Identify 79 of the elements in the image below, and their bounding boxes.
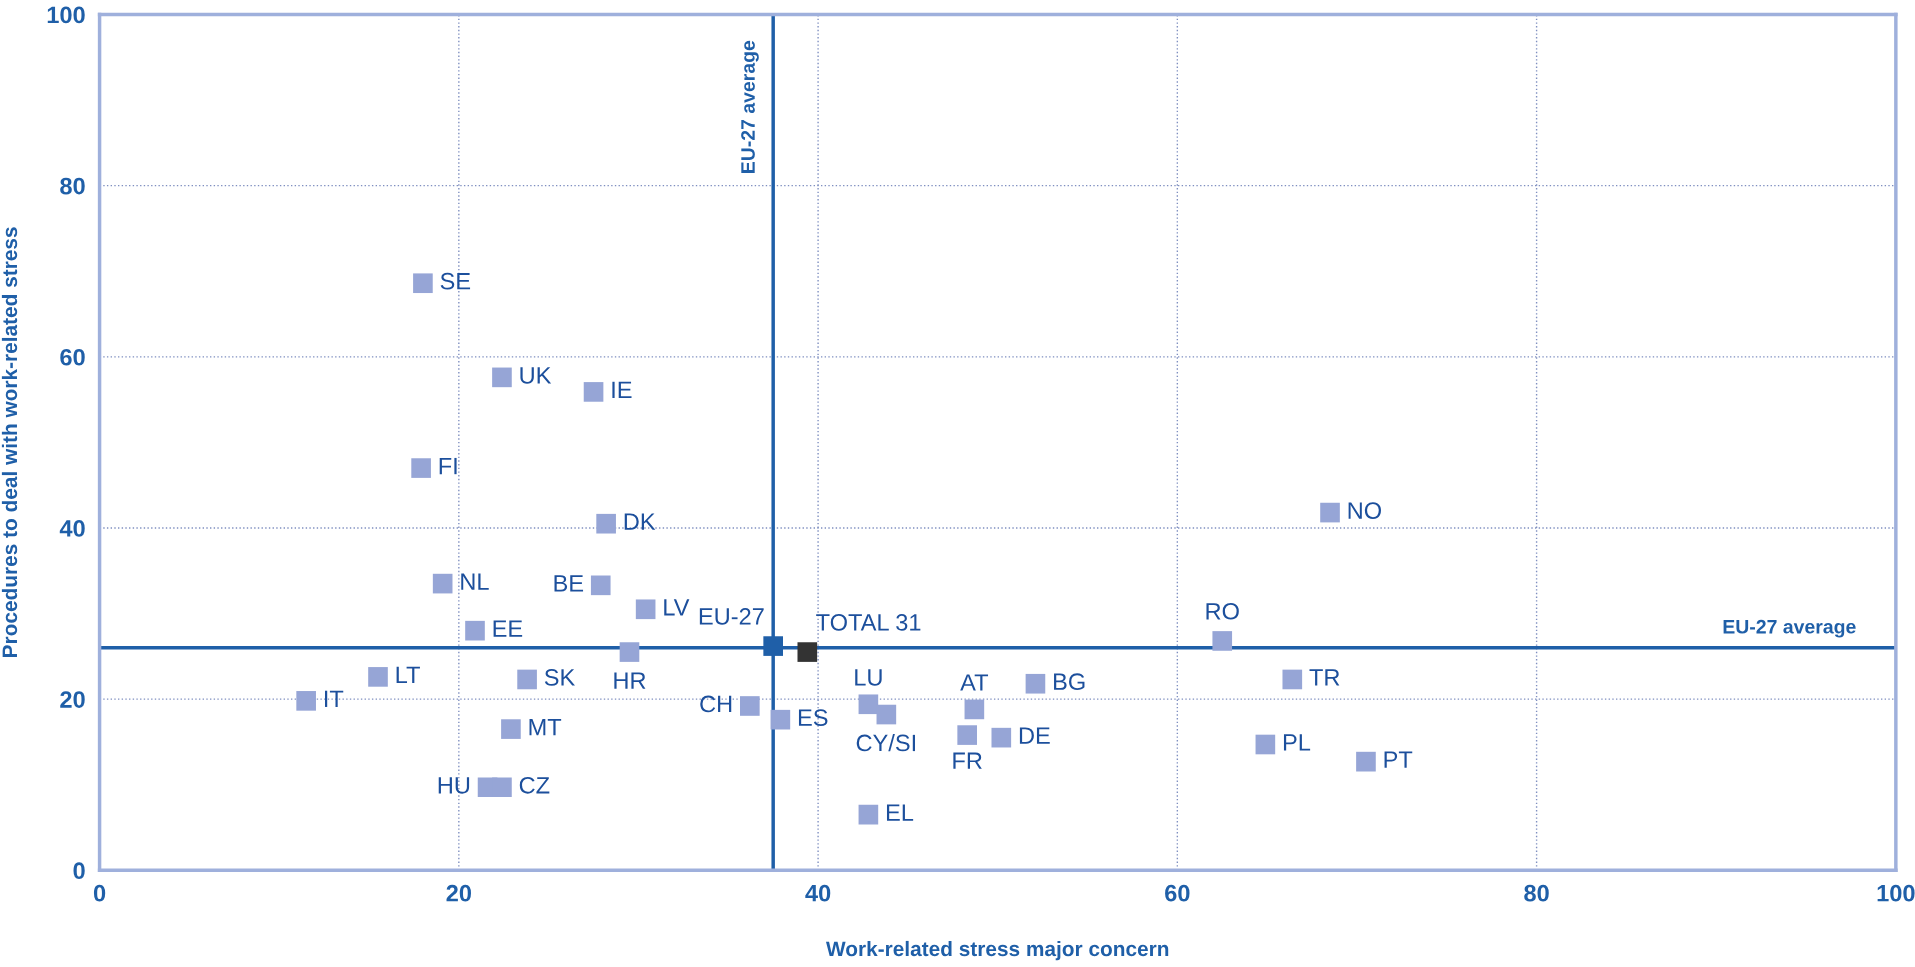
x-tick-label: 0: [93, 884, 106, 902]
x-tick-label: 80: [1524, 884, 1549, 902]
y-tick-label: 80: [60, 177, 85, 195]
point: [465, 620, 485, 641]
point: [770, 709, 791, 730]
point: [590, 575, 611, 596]
annotation: CY/SI: [856, 733, 915, 752]
point: [432, 573, 453, 594]
x-tick-label: 60: [1165, 884, 1190, 902]
x-tick-label: 100: [1877, 884, 1915, 902]
point: [1356, 751, 1376, 772]
annotation: RO: [1206, 602, 1239, 620]
annotation: MT: [529, 718, 562, 736]
x-tick-label: 20: [446, 884, 471, 902]
annotation: NO: [1348, 502, 1381, 519]
point: [411, 458, 431, 478]
point: [492, 777, 512, 798]
point: [858, 804, 879, 825]
annotation: BE: [554, 575, 584, 592]
point: [1255, 734, 1276, 755]
annotation: IT: [325, 690, 344, 707]
point: [368, 667, 388, 687]
annotation: EE: [493, 620, 523, 637]
annotation: AT: [960, 674, 989, 691]
annotation: PL: [1283, 734, 1311, 751]
point: [1025, 673, 1046, 694]
ref-line-label: EU-27 average: [1723, 619, 1856, 638]
annotation: TR: [1309, 669, 1340, 686]
point: [635, 599, 656, 620]
point: [740, 696, 760, 716]
ref-line-label: EU-27 average: [741, 40, 759, 173]
point: [1282, 669, 1303, 690]
annotation: HU: [438, 777, 470, 794]
y-tick-label: 100: [47, 6, 85, 24]
x-tick-label: 40: [805, 884, 831, 902]
point: [797, 642, 818, 662]
annotation: IE: [612, 381, 632, 399]
y-tick-label: 40: [59, 520, 85, 537]
point: [1212, 631, 1233, 651]
annotation: ES: [798, 709, 828, 727]
annotation: HR: [614, 672, 646, 689]
annotation: LV: [664, 599, 690, 616]
annotation: DK: [624, 513, 656, 530]
point: [492, 367, 512, 388]
annotation: LU: [855, 669, 882, 686]
point: [501, 719, 521, 739]
point: [763, 636, 783, 656]
point: [296, 691, 316, 711]
annotation: CZ: [519, 776, 550, 794]
point: [957, 725, 977, 745]
point: [858, 694, 879, 715]
annotation: LT: [396, 666, 420, 683]
point: [964, 699, 985, 720]
annotation: NL: [461, 573, 489, 590]
point: [1320, 502, 1340, 523]
point: [583, 382, 604, 402]
point: [876, 704, 897, 725]
annotation: EL: [886, 804, 914, 821]
point: [619, 642, 640, 662]
annotation: PT: [1384, 751, 1413, 768]
point: [517, 669, 537, 690]
point: [413, 273, 433, 294]
y-tick-label: 20: [60, 691, 85, 708]
y-tick-label: 60: [60, 348, 85, 366]
x-axis-title: Work-related stress major concern: [825, 940, 1169, 961]
annotation: SE: [440, 272, 471, 290]
point: [596, 513, 616, 534]
annotation: CH: [700, 695, 732, 713]
y-axis-title: Procedures to deal with work-related stress: [1, 227, 18, 657]
annotation: SK: [544, 669, 575, 686]
annotation: DE: [1019, 727, 1050, 744]
point: [991, 727, 1012, 748]
annotation: BG: [1054, 673, 1085, 691]
annotation: FR: [953, 752, 982, 769]
annotation: TOTAL 31: [816, 614, 921, 631]
annotation: FI: [439, 457, 457, 475]
y-tick-label: 0: [73, 862, 85, 880]
annotation: UK: [520, 367, 552, 384]
annotation: EU-27: [699, 608, 764, 625]
